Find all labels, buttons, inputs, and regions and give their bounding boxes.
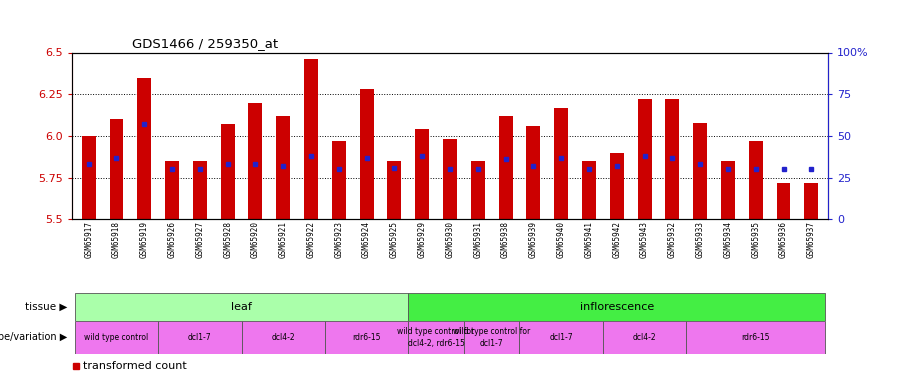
Text: GSM65923: GSM65923 (334, 221, 343, 258)
Text: GSM65933: GSM65933 (696, 221, 705, 258)
Bar (220, 124, 235, 219)
Text: inflorescence: inflorescence (580, 302, 654, 312)
Bar (360, 89, 373, 219)
Text: rdr6-15: rdr6-15 (353, 333, 381, 342)
Bar (526, 126, 540, 219)
Bar (415, 129, 429, 219)
Bar (409, 292, 825, 321)
Text: GSM65928: GSM65928 (223, 221, 232, 258)
Text: genotype/variation ▶: genotype/variation ▶ (0, 333, 68, 342)
Text: GSM65936: GSM65936 (779, 221, 788, 258)
Bar (610, 153, 624, 219)
Text: GSM65934: GSM65934 (724, 221, 733, 258)
Bar (721, 161, 735, 219)
Text: GSM65924: GSM65924 (362, 221, 371, 258)
Bar (165, 161, 179, 219)
Text: GSM65926: GSM65926 (167, 221, 176, 258)
Text: GSM65942: GSM65942 (612, 221, 621, 258)
Text: GSM65930: GSM65930 (446, 221, 454, 258)
Text: GSM65943: GSM65943 (640, 221, 649, 258)
Bar (603, 321, 686, 354)
Bar (686, 321, 825, 354)
Text: wild type control: wild type control (85, 333, 148, 342)
Bar (777, 183, 790, 219)
Bar (82, 136, 95, 219)
Text: GSM65929: GSM65929 (418, 221, 427, 258)
Bar (241, 321, 325, 354)
Bar (409, 321, 464, 354)
Text: GSM65931: GSM65931 (473, 221, 482, 258)
Bar (443, 139, 457, 219)
Text: dcl4-2: dcl4-2 (633, 333, 656, 342)
Text: GSM65920: GSM65920 (251, 221, 260, 258)
Text: tissue ▶: tissue ▶ (25, 302, 68, 312)
Bar (332, 141, 346, 219)
Text: GSM65939: GSM65939 (529, 221, 538, 258)
Text: GSM65917: GSM65917 (85, 221, 94, 258)
Text: GSM65919: GSM65919 (140, 221, 148, 258)
Bar (388, 161, 401, 219)
Text: rdr6-15: rdr6-15 (742, 333, 770, 342)
Text: GSM65932: GSM65932 (668, 221, 677, 258)
Bar (276, 116, 290, 219)
Bar (325, 321, 409, 354)
Bar (519, 321, 603, 354)
Bar (110, 119, 123, 219)
Bar (304, 59, 318, 219)
Text: dcl4-2: dcl4-2 (272, 333, 295, 342)
Text: dcl1-7: dcl1-7 (549, 333, 573, 342)
Text: GSM65940: GSM65940 (557, 221, 566, 258)
Text: GSM65937: GSM65937 (806, 221, 815, 258)
Bar (805, 183, 818, 219)
Text: transformed count: transformed count (84, 361, 187, 371)
Bar (75, 321, 158, 354)
Bar (665, 99, 680, 219)
Bar (499, 116, 512, 219)
Bar (464, 321, 519, 354)
Bar (248, 103, 263, 219)
Text: dcl1-7: dcl1-7 (188, 333, 212, 342)
Bar (75, 292, 409, 321)
Bar (693, 123, 707, 219)
Bar (138, 78, 151, 219)
Text: GSM65921: GSM65921 (279, 221, 288, 258)
Text: GSM65938: GSM65938 (501, 221, 510, 258)
Text: GSM65925: GSM65925 (390, 221, 399, 258)
Bar (158, 321, 241, 354)
Bar (193, 161, 207, 219)
Text: leaf: leaf (231, 302, 252, 312)
Bar (749, 141, 762, 219)
Text: GSM65941: GSM65941 (584, 221, 593, 258)
Bar (554, 108, 568, 219)
Text: wild type control for
dcl4-2, rdr6-15: wild type control for dcl4-2, rdr6-15 (398, 327, 474, 348)
Text: GSM65922: GSM65922 (307, 221, 316, 258)
Bar (471, 161, 485, 219)
Bar (637, 99, 652, 219)
Text: GSM65935: GSM65935 (752, 221, 760, 258)
Text: GSM65918: GSM65918 (112, 221, 121, 258)
Text: GSM65927: GSM65927 (195, 221, 204, 258)
Text: wild type control for
dcl1-7: wild type control for dcl1-7 (453, 327, 530, 348)
Bar (582, 161, 596, 219)
Text: GDS1466 / 259350_at: GDS1466 / 259350_at (132, 37, 279, 50)
